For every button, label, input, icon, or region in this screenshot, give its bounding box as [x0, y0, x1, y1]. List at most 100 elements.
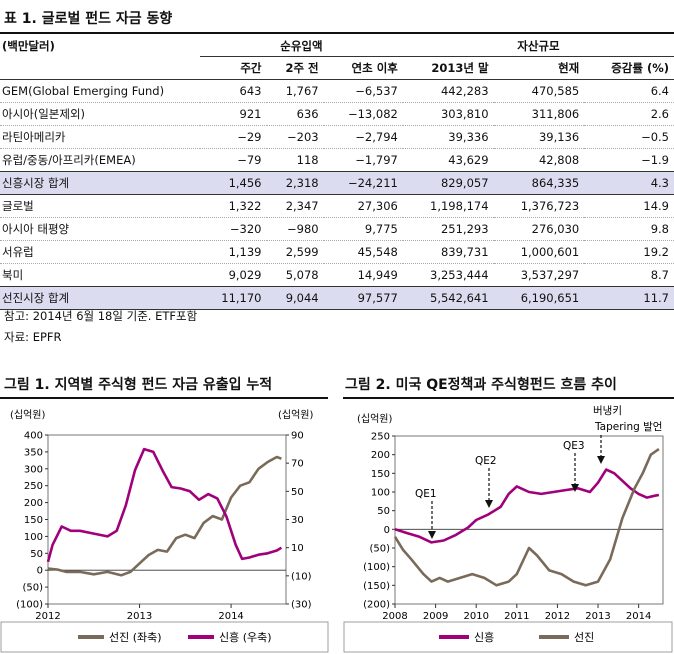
chart2-series [393, 448, 660, 587]
chart1-figure: (십억원) (십억원) 400 350 300 250 200 150 100 50 0 (50)… [0, 409, 329, 653]
chart1-grid [47, 434, 287, 605]
chart2-y-tick-label: 250 [371, 432, 390, 443]
legend-label-developed: 선진 (좌축) [109, 631, 162, 644]
table-cell: 45,548 [323, 240, 403, 264]
chart1-left-tick-label: 50 [30, 549, 43, 560]
table-row: 라틴아메리카 −29 −203 −2,794 39,336 39,136 −0.5 [0, 125, 674, 149]
annotation-bernanke: 버냉키 [593, 405, 622, 417]
table-cell: 5,078 [266, 263, 324, 287]
table-cell: 1,767 [266, 79, 324, 103]
chart1-left-tick-label: 0 [37, 566, 43, 577]
table-note: 참고: 2014년 6월 18일 기준. ETF포함 [4, 309, 198, 323]
chart1-title: 그림 1. 지역별 주식형 펀드 자금 유출입 누적 [4, 377, 273, 393]
annotation-qe1-arrowhead [428, 531, 436, 539]
table-cell: 19.2 [584, 240, 674, 264]
chart1-left-tick-label: 300 [24, 464, 43, 475]
chart2-y-tick-label: 50 [377, 506, 390, 517]
chart2-x-tick-label: 2013 [585, 611, 610, 622]
table-cell: 5,542,641 [402, 286, 494, 310]
table-cell: 643 [200, 79, 267, 103]
chart2-x-axis: 2008 2009 2010 2011 2012 2013 2014 [382, 604, 651, 622]
table-cell: 2.6 [584, 102, 674, 126]
table-cell: 829,057 [402, 171, 494, 195]
table-cell: 6.4 [584, 79, 674, 103]
table-cell: −320 [200, 217, 267, 241]
table-cell: 2,318 [266, 171, 324, 195]
table-cell: 921 [200, 102, 267, 126]
chart1-left-unit: (십억원) [10, 409, 46, 421]
legend-label-developed: 선진 [574, 631, 594, 644]
chart2-x-tick-label: 2011 [504, 611, 529, 622]
table-cell: 3,537,297 [493, 263, 585, 287]
header-blank [0, 56, 200, 80]
chart2-unit: (십억원) [357, 413, 393, 425]
chart1-left-tick-label: (100) [16, 600, 43, 611]
chart2-y-axis: 250 200 150 100 50 0 (50) (100) (150) (200) [363, 432, 395, 611]
annotation-tapering-arrowhead [597, 456, 605, 464]
table-cell: 118 [266, 148, 324, 172]
table-cell: 9,775 [323, 217, 403, 241]
table-cell: 470,585 [493, 79, 585, 103]
column-header: 연초 이후 [323, 56, 403, 80]
table-cell: 14,949 [323, 263, 403, 287]
chart2-y-tick-label: (100) [363, 562, 390, 573]
group-aum: 자산규모 [402, 36, 674, 57]
table-row: 북미 9,029 5,078 14,949 3,253,444 3,537,297 8.7 [0, 263, 674, 287]
group-net-flow: 순유입액 [200, 36, 403, 57]
table-cell: 11,170 [200, 286, 267, 310]
fund-flow-table: (백만달러) 순유입액 자산규모 주간 2주 전 연초 이후 2013년 말 현… [0, 36, 674, 310]
table-top-rule [0, 32, 674, 34]
table-cell: 839,731 [402, 240, 494, 264]
annotation-qe2: QE2 [475, 455, 497, 467]
table-cell: −29 [200, 125, 267, 149]
chart1-right-tick-label: (30) [291, 600, 312, 611]
table-source: 자료: EPFR [4, 330, 62, 344]
column-header: 증감률 (%) [584, 56, 674, 80]
chart1-right-tick-label: 50 [291, 487, 304, 498]
table-cell: 42,808 [493, 148, 585, 172]
chart1-right-tick-label: 90 [291, 431, 304, 442]
row-label: 신흥시장 합계 [0, 171, 200, 195]
chart1-left-tick-label: 150 [24, 515, 43, 526]
table-cell: 3,253,444 [402, 263, 494, 287]
chart2-y-tick-label: 150 [371, 469, 390, 480]
legend-label-emerging: 신흥 (우축) [219, 630, 272, 644]
table-row: 글로벌 1,322 2,347 27,306 1,198,174 1,376,723 14.… [0, 194, 674, 218]
table-row: 아시아(일본제외) 921 636 −13,082 303,810 311,806 2.6 [0, 102, 674, 126]
chart2-legend-box [343, 621, 673, 653]
chart2-x-tick-label: 2014 [626, 611, 651, 622]
table-unit-label: (백만달러) [2, 39, 55, 54]
chart2-y-tick-label: (150) [363, 581, 390, 592]
chart1-right-tick-label: (10) [291, 571, 312, 582]
table-cell: 2,599 [266, 240, 324, 264]
table-cell: 9.8 [584, 217, 674, 241]
table-cell: 1,000,601 [493, 240, 585, 264]
annotation-qe3: QE3 [563, 440, 585, 452]
chart1-x-tick-label: 2012 [35, 611, 60, 622]
row-label: 아시아 태평양 [0, 217, 200, 241]
chart1-top-rule [0, 397, 328, 399]
chart2-x-tick-label: 2008 [382, 611, 407, 622]
table-body: GEM(Global Emerging Fund) 643 1,767 −6,537 4… [0, 79, 674, 310]
table-row: GEM(Global Emerging Fund) 643 1,767 −6,537 4… [0, 79, 674, 103]
legend-label-emerging: 신흥 [474, 630, 494, 644]
table-group-header: (백만달러) 순유입액 자산규모 [0, 36, 674, 57]
table-cell: 1,376,723 [493, 194, 585, 218]
annotation-qe1: QE1 [415, 488, 437, 500]
chart2-y-tick-label: (200) [363, 600, 390, 611]
chart1-x-tick-label: 2013 [127, 611, 152, 622]
chart2-x-tick-label: 2009 [423, 611, 448, 622]
table-cell: 6,190,651 [493, 286, 585, 310]
chart1-right-axis: 90 70 50 30 10 (10) (30) [286, 431, 312, 611]
table-cell: 1,198,174 [402, 194, 494, 218]
series-line-emerging [46, 447, 283, 563]
chart1-x-tick-label: 2014 [218, 611, 243, 622]
table-cell: −980 [266, 217, 324, 241]
row-label: 서유럽 [0, 240, 200, 264]
table-cell: 442,283 [402, 79, 494, 103]
annotation-qe2-arrowhead [485, 500, 493, 508]
table-subtotal-row: 신흥시장 합계 1,456 2,318 −24,211 829,057 864,335 4.… [0, 171, 674, 195]
table-cell: 8.7 [584, 263, 674, 287]
chart1-right-unit: (십억원) [278, 409, 314, 421]
table-cell: 276,030 [493, 217, 585, 241]
